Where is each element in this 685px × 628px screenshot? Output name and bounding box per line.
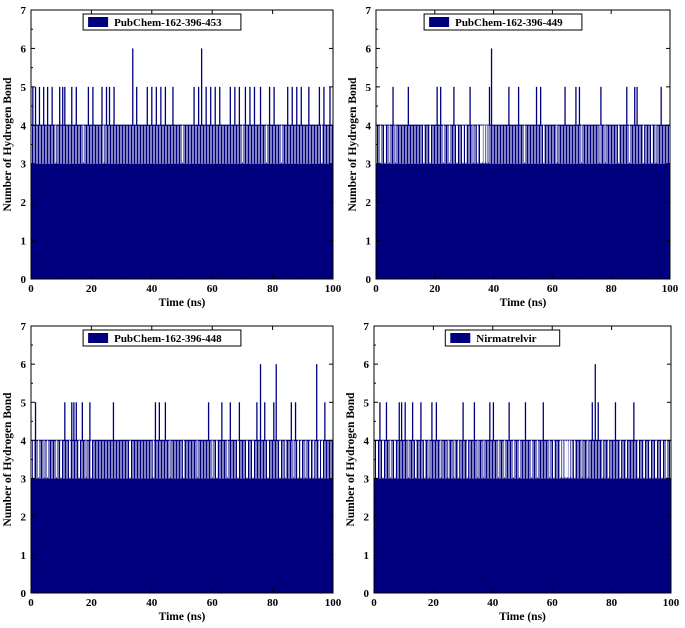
- chart-svg-bottom-right: 0 1 2 3 4 5 6 7 0 20 40 60 80 100 Time (ns) Number of H…: [345, 321, 680, 623]
- chart-panel-top-left: 0 1 2 3 4 5 6 7 0 20 40 60 80 100 Time (ns) Number of H…: [0, 0, 343, 314]
- x-tick-label: 40: [146, 283, 158, 295]
- legend-label: PubChem-162-396-448: [114, 333, 222, 345]
- x-tick-label: 40: [488, 283, 500, 295]
- y-tick-label: 5: [364, 397, 370, 409]
- floor-area: [374, 478, 671, 593]
- floor-area: [31, 478, 333, 593]
- legend-swatch: [429, 17, 450, 27]
- x-tick-label: 40: [487, 597, 499, 609]
- y-axis-title: Number of Hydrogen Bond: [2, 392, 14, 527]
- y-tick-label: 6: [364, 359, 370, 371]
- y-tick-label: 5: [21, 397, 27, 409]
- baseline-band: [375, 125, 669, 164]
- y-tick-label: 1: [366, 236, 372, 248]
- legend-box: [82, 329, 242, 347]
- y-tick-label: 2: [21, 197, 27, 209]
- floor-area: [376, 163, 670, 279]
- x-tick-label: 100: [663, 597, 680, 609]
- legend: PubChem-162-396-448: [82, 329, 242, 347]
- y-tick-label: 0: [21, 274, 27, 286]
- legend-box: [423, 13, 583, 31]
- y-axis-title: Number of Hydrogen Bond: [345, 392, 357, 527]
- x-tick-label: 20: [429, 283, 441, 295]
- x-tick-label: 60: [207, 283, 219, 295]
- legend-label: PubChem-162-396-449: [455, 17, 563, 29]
- x-tick-label: 80: [267, 597, 279, 609]
- legend: Nirmatrelvir: [444, 329, 561, 347]
- y-tick-label: 3: [21, 474, 27, 486]
- legend-box: [82, 13, 242, 31]
- x-tick-label: 20: [86, 597, 98, 609]
- y-tick-label: 1: [21, 550, 27, 562]
- legend-label: Nirmatrelvir: [476, 333, 536, 345]
- y-tick-label: 5: [21, 82, 27, 94]
- x-tick-label: 80: [267, 283, 279, 295]
- y-tick-label: 7: [21, 321, 27, 333]
- legend-swatch: [88, 333, 109, 343]
- y-tick-label: 4: [364, 435, 370, 447]
- x-tick-label: 100: [325, 597, 342, 609]
- y-tick-label: 1: [364, 550, 370, 562]
- chart-panel-bottom-left: 0 1 2 3 4 5 6 7 0 20 40 60 80 100 Time (ns) Number of H…: [0, 314, 343, 628]
- y-tick-label: 4: [21, 435, 27, 447]
- y-tick-label: 0: [21, 588, 27, 600]
- x-tick-label: 100: [662, 283, 679, 295]
- legend-label: PubChem-162-396-453: [114, 17, 222, 29]
- y-tick-label: 2: [364, 512, 370, 524]
- chart-svg-top-right: 0 1 2 3 4 5 6 7 0 20 40 60 80 100 Time (ns) Number of H…: [347, 5, 679, 309]
- y-tick-label: 2: [21, 512, 27, 524]
- y-tick-label: 3: [364, 474, 370, 486]
- legend-box: [444, 329, 561, 347]
- x-tick-label: 0: [28, 283, 34, 295]
- x-tick-label: 0: [373, 283, 379, 295]
- y-tick-label: 7: [364, 321, 370, 333]
- x-tick-label: 0: [28, 597, 34, 609]
- baseline-band: [373, 440, 670, 479]
- x-tick-label: 20: [86, 283, 98, 295]
- x-axis-title: Time (ns): [499, 611, 546, 623]
- legend-swatch: [450, 333, 471, 343]
- y-axis-title: Number of Hydrogen Bond: [347, 77, 359, 212]
- x-tick-label: 20: [428, 597, 440, 609]
- y-tick-label: 7: [366, 5, 372, 17]
- y-tick-label: 3: [21, 159, 27, 171]
- x-tick-label: 80: [606, 283, 618, 295]
- x-tick-label: 100: [325, 283, 342, 295]
- y-tick-label: 1: [21, 236, 27, 248]
- x-tick-label: 80: [606, 597, 618, 609]
- x-tick-label: 60: [547, 283, 559, 295]
- x-tick-label: 0: [371, 597, 377, 609]
- x-axis-title: Time (ns): [159, 611, 206, 623]
- y-tick-label: 7: [21, 5, 27, 17]
- floor-area: [31, 163, 333, 279]
- chart-panel-bottom-right: 0 1 2 3 4 5 6 7 0 20 40 60 80 100 Time (ns) Number of H…: [343, 314, 685, 628]
- x-axis-title: Time (ns): [159, 297, 206, 309]
- chart-svg-bottom-left: 0 1 2 3 4 5 6 7 0 20 40 60 80 100 Time (ns) Number of H…: [2, 321, 342, 623]
- y-tick-label: 5: [366, 82, 372, 94]
- legend: PubChem-162-396-453: [82, 13, 242, 31]
- baseline-band: [30, 440, 333, 479]
- x-tick-label: 60: [207, 597, 219, 609]
- legend: PubChem-162-396-449: [423, 13, 583, 31]
- y-tick-label: 6: [366, 43, 372, 55]
- x-axis-title: Time (ns): [500, 297, 547, 309]
- chart-panel-top-right: 0 1 2 3 4 5 6 7 0 20 40 60 80 100 Time (ns) Number of H…: [343, 0, 685, 314]
- chart-svg-top-left: 0 1 2 3 4 5 6 7 0 20 40 60 80 100 Time (ns) Number of H…: [2, 5, 342, 309]
- y-tick-label: 6: [21, 43, 27, 55]
- y-tick-label: 4: [21, 120, 27, 132]
- y-tick-label: 3: [366, 159, 372, 171]
- y-axis-title: Number of Hydrogen Bond: [2, 77, 14, 212]
- y-tick-label: 6: [21, 359, 27, 371]
- baseline-band: [30, 125, 333, 164]
- x-tick-label: 40: [146, 597, 158, 609]
- legend-swatch: [88, 17, 109, 27]
- y-tick-label: 2: [366, 197, 372, 209]
- y-tick-label: 0: [366, 274, 372, 286]
- y-tick-label: 4: [366, 120, 372, 132]
- x-tick-label: 60: [547, 597, 559, 609]
- y-tick-label: 0: [364, 588, 370, 600]
